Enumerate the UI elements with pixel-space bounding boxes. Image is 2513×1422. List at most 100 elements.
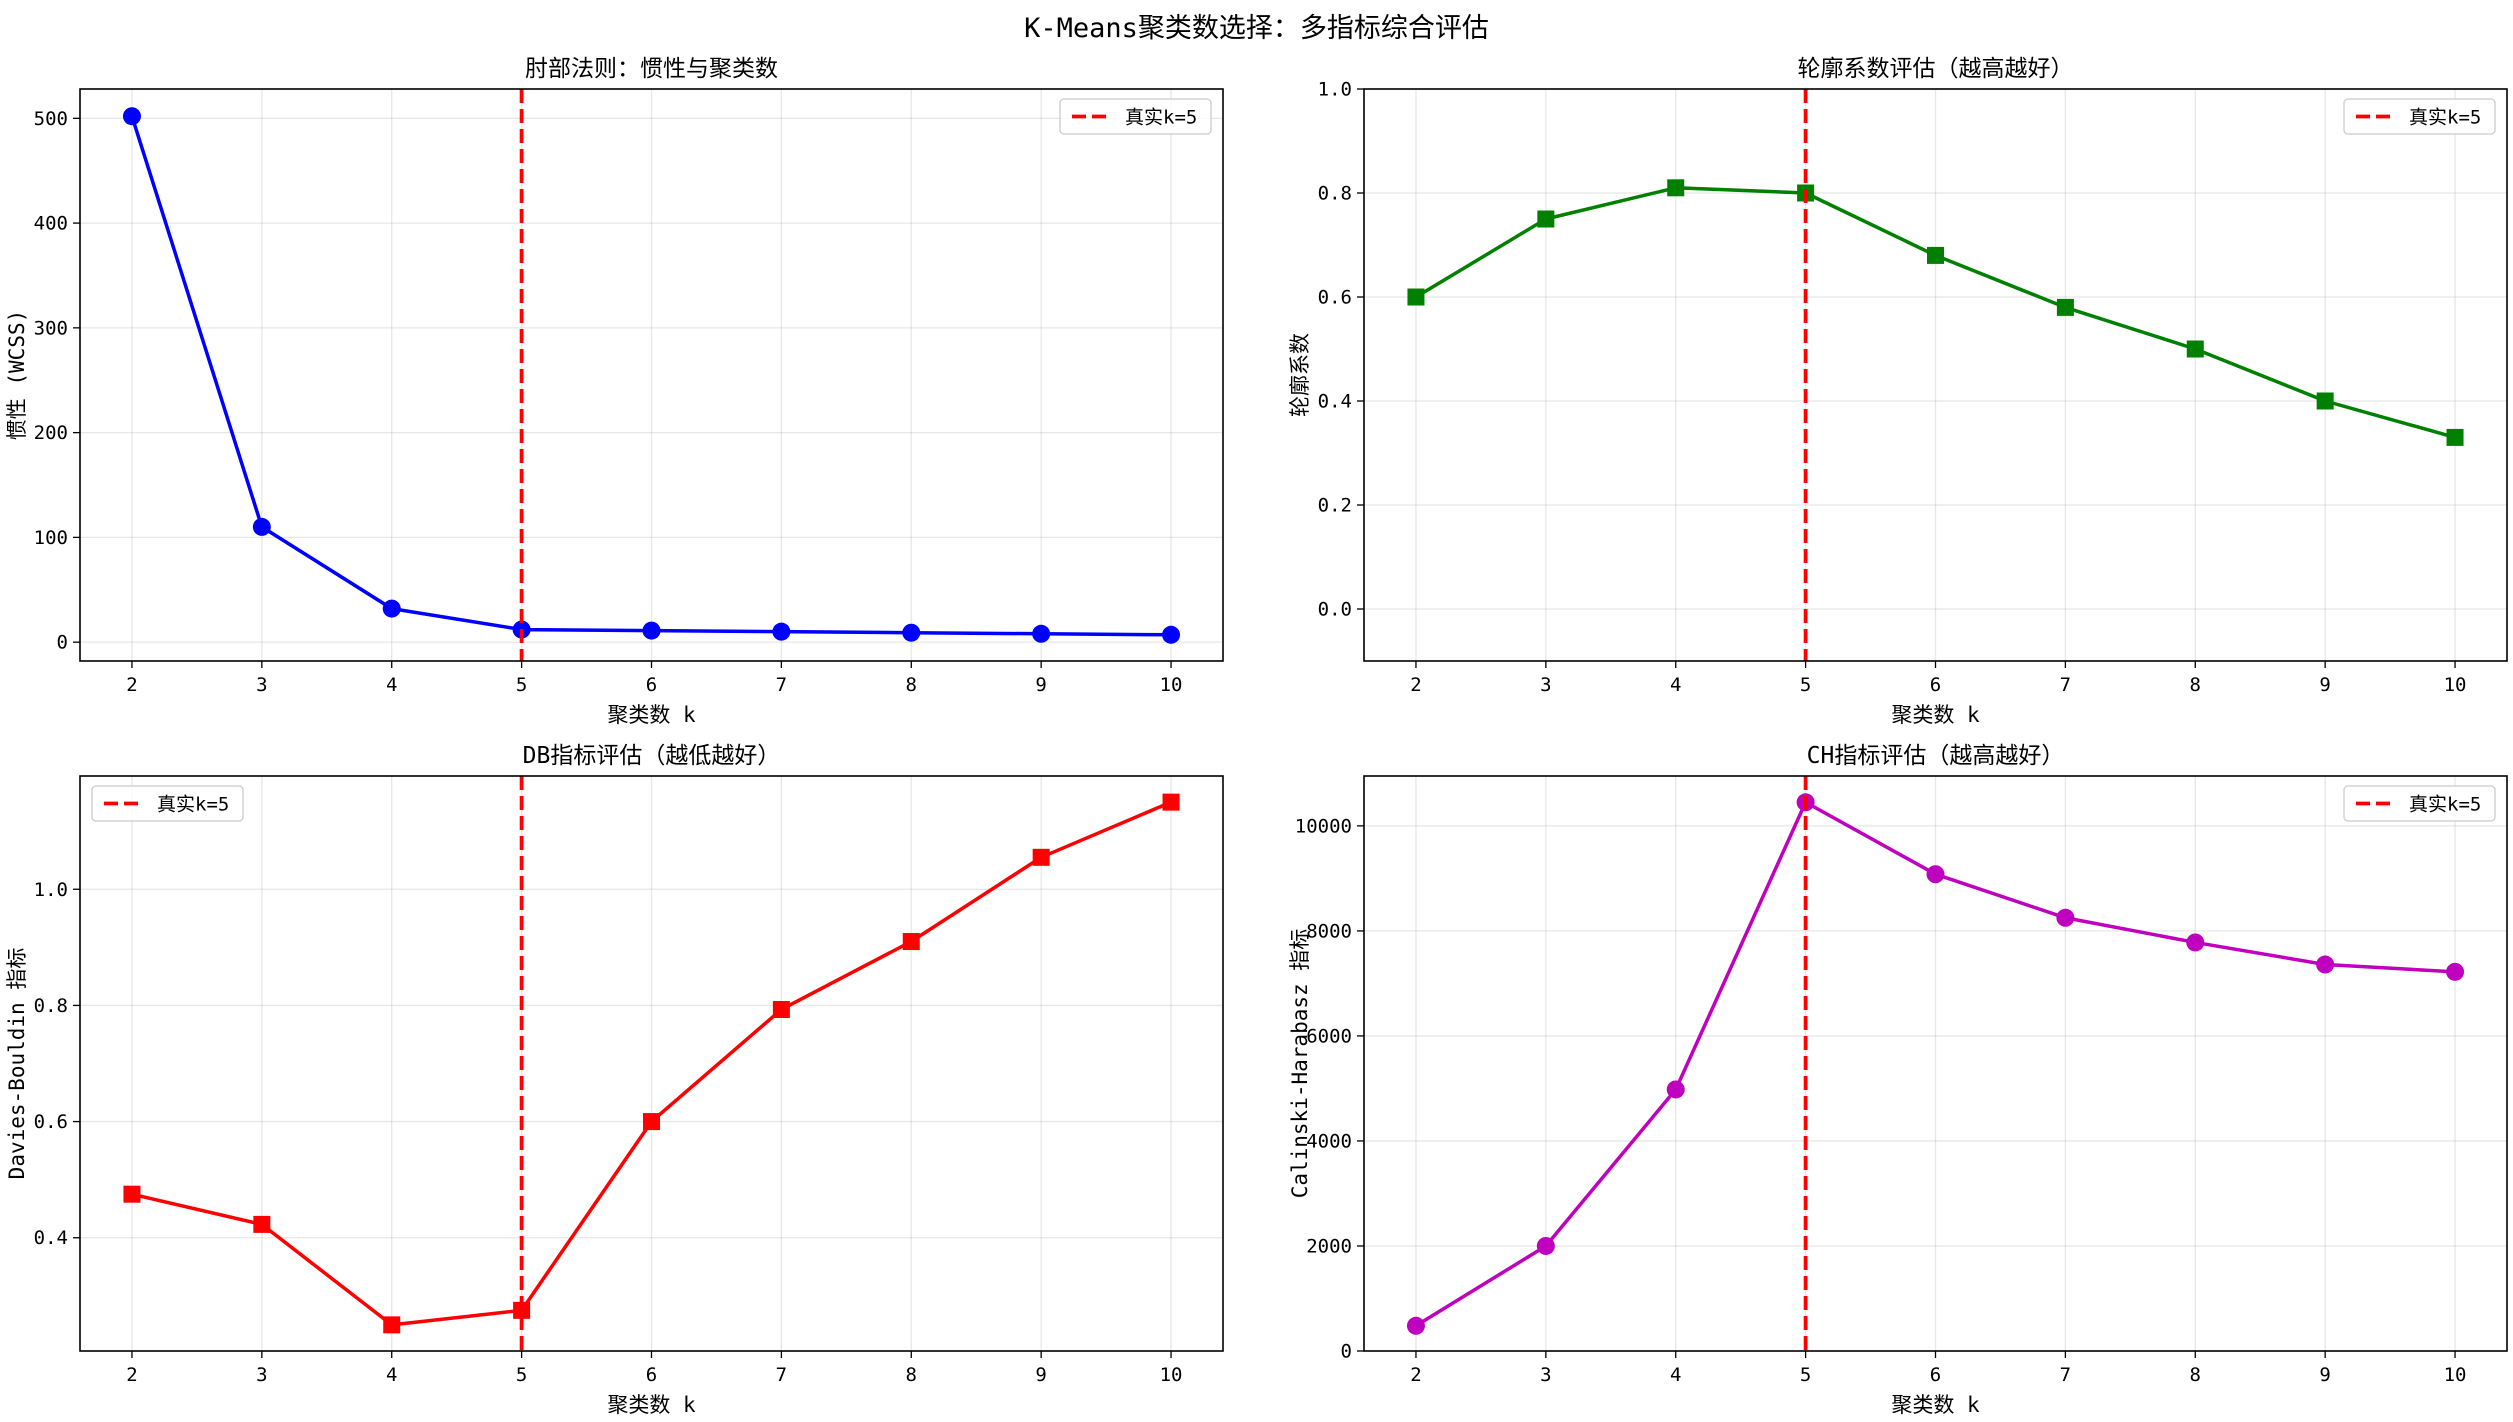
data-point	[1536, 1236, 1555, 1255]
x-tick-label: 8	[2190, 1364, 2201, 1386]
y-tick-label: 200	[34, 422, 68, 444]
data-point	[1162, 625, 1181, 644]
axes-frame	[79, 775, 1224, 1352]
x-tick-label: 8	[906, 674, 917, 696]
y-axis-label: Davies-Bouldin 指标	[5, 948, 29, 1180]
x-tick-label: 9	[1035, 1364, 1046, 1386]
y-tick-label: 0.0	[1318, 599, 1352, 621]
subplot-title: DB指标评估（越低越好）	[523, 743, 781, 769]
y-tick-label: 0.8	[34, 995, 68, 1017]
x-tick-label: 8	[906, 1364, 917, 1386]
y-tick-label: 100	[34, 527, 68, 549]
data-point	[2186, 340, 2204, 358]
data-point	[2446, 428, 2464, 446]
y-tick-label: 0	[1341, 1341, 1352, 1363]
y-tick-label: 0.2	[1318, 495, 1352, 517]
subplot-4: 2 3 4 5 6 7 8 9 10 0 2000 4000 6000 8000 10000 CH指标评估（越…	[1288, 743, 2508, 1417]
x-tick-label: 2	[1410, 674, 1421, 696]
subplot-title: CH指标评估（越高越好）	[1807, 743, 2065, 769]
x-tick-label: 3	[1540, 1364, 1551, 1386]
data-point	[1537, 210, 1555, 228]
x-tick-label: 9	[1035, 674, 1046, 696]
x-axis-label: 聚类数 k	[1891, 1393, 1980, 1417]
legend-box	[1059, 98, 1212, 135]
y-tick-label: 1.0	[34, 879, 68, 901]
x-tick-label: 5	[516, 674, 527, 696]
plot-area	[123, 776, 1180, 1351]
legend-label: 真实k=5	[2409, 794, 2481, 816]
x-tick-label: 7	[2060, 1364, 2071, 1386]
x-tick-label: 10	[1160, 674, 1183, 696]
x-tick-label: 3	[1540, 674, 1551, 696]
x-tick-label: 3	[256, 674, 267, 696]
data-point	[902, 933, 920, 951]
data-point	[1162, 793, 1180, 811]
legend: 真实k=5	[2343, 98, 2496, 135]
x-tick-label: 6	[1930, 674, 1941, 696]
x-tick-label: 6	[646, 1364, 657, 1386]
x-axis-label: 聚类数 k	[1891, 703, 1980, 727]
data-point	[122, 107, 141, 126]
data-point	[382, 599, 401, 618]
figure-title: K-Means聚类数选择：多指标综合评估	[1024, 13, 1489, 44]
x-tick-label: 10	[1160, 1364, 1183, 1386]
y-tick-label: 0.6	[1318, 287, 1352, 309]
data-point	[772, 622, 791, 641]
data-point	[123, 1185, 141, 1203]
data-point	[1667, 179, 1685, 197]
axes-frame	[79, 88, 1224, 662]
x-tick-label: 9	[2319, 1364, 2330, 1386]
data-point	[1407, 288, 1425, 306]
plot-area	[1406, 776, 2465, 1351]
x-tick-label: 7	[776, 674, 787, 696]
data-point	[1032, 848, 1050, 866]
data-point	[1406, 1316, 1425, 1335]
x-tick-label: 5	[516, 1364, 527, 1386]
legend-box	[2343, 98, 2496, 135]
data-point	[253, 1215, 271, 1233]
data-point	[1666, 1080, 1685, 1099]
data-point	[2316, 392, 2334, 410]
data-point	[642, 621, 661, 640]
y-axis-label: 轮廓系数	[1288, 333, 1312, 417]
y-tick-label: 1.0	[1318, 79, 1352, 101]
subplot-2: 2 3 4 5 6 7 8 9 10 0.0 0.2 0.4 0.6 0.8 1.0 轮廓系数评估（越高越好）…	[1288, 56, 2508, 727]
plot-area	[122, 89, 1181, 661]
data-point	[2056, 298, 2074, 316]
x-tick-label: 4	[1670, 674, 1681, 696]
x-tick-label: 5	[1800, 674, 1811, 696]
data-point	[902, 623, 921, 642]
subplot-1: 2 3 4 5 6 7 8 9 100100200300400500肘部法则：惯性与聚类数聚类数…	[5, 56, 1224, 727]
data-point	[772, 1000, 790, 1018]
y-tick-label: 6000	[1306, 1025, 1352, 1047]
data-point	[1927, 246, 1944, 264]
x-tick-label: 7	[776, 1364, 787, 1386]
y-tick-label: 0	[57, 632, 68, 654]
legend-label: 真实k=5	[1125, 107, 1197, 129]
x-tick-label: 7	[2060, 674, 2071, 696]
legend: 真实k=5	[91, 785, 244, 822]
x-axis-label: 聚类数 k	[607, 703, 696, 727]
x-tick-label: 4	[1670, 1364, 1681, 1386]
x-tick-label: 10	[2444, 1364, 2467, 1386]
x-tick-label: 6	[646, 674, 657, 696]
data-point	[1032, 624, 1051, 643]
data-point	[1926, 865, 1945, 884]
subplot-3: 2 3 4 5 6 7 8 9 10 0.4 0.6 0.8 1.0 DB指标评估（越低越好） 聚类数 k D…	[5, 743, 1224, 1417]
subplot-title: 肘部法则：惯性与聚类数	[525, 56, 778, 82]
data-point	[513, 1301, 531, 1319]
y-tick-label: 10000	[1295, 815, 1352, 837]
x-tick-label: 10	[2444, 674, 2467, 696]
x-tick-label: 9	[2319, 674, 2330, 696]
y-tick-label: 2000	[1306, 1235, 1352, 1257]
data-point	[2186, 933, 2205, 952]
y-axis-label: 惯性 (WCSS)	[5, 310, 29, 441]
y-tick-label: 8000	[1306, 920, 1352, 942]
x-tick-label: 8	[2190, 674, 2201, 696]
y-axis-label: Calinski-Harabasz 指标	[1288, 929, 1312, 1199]
subplot-title: 轮廓系数评估（越高越好）	[1798, 56, 2074, 82]
x-tick-label: 2	[126, 1364, 137, 1386]
x-tick-label: 2	[1410, 1364, 1421, 1386]
data-point	[2056, 908, 2075, 927]
